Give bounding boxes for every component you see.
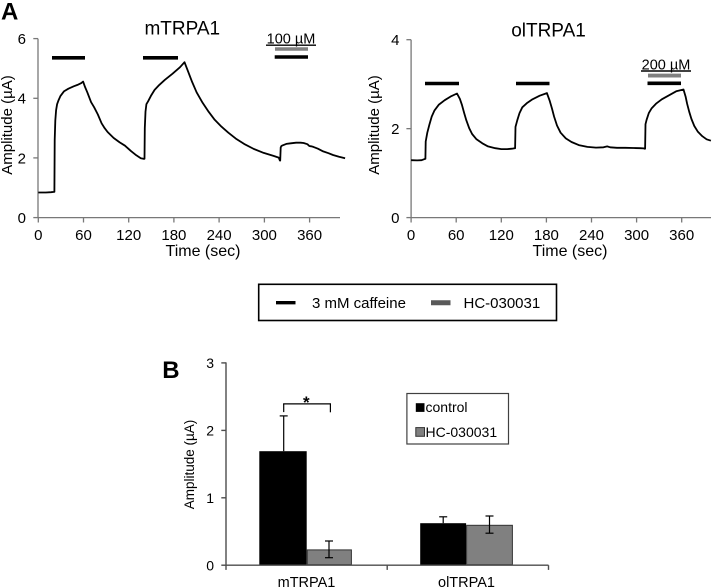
svg-text:olTRPA1: olTRPA1 [438,575,495,588]
svg-text:HC-030031: HC-030031 [426,424,498,440]
svg-text:4: 4 [18,91,26,108]
svg-text:6: 6 [18,31,26,48]
svg-text:0: 0 [34,227,42,244]
svg-text:60: 60 [448,227,465,244]
svg-text:3 mM caffeine: 3 mM caffeine [312,295,406,312]
svg-text:3: 3 [206,355,214,371]
svg-text:200 µM: 200 µM [642,57,691,73]
svg-text:60: 60 [75,227,92,244]
svg-text:2: 2 [206,423,214,439]
svg-text:B: B [162,357,179,384]
svg-text:HC-030031: HC-030031 [464,295,541,312]
svg-text:120: 120 [489,227,514,244]
svg-text:0: 0 [391,210,399,227]
svg-text:360: 360 [669,227,694,244]
svg-text:240: 240 [207,227,232,244]
svg-text:0: 0 [18,210,26,227]
svg-text:mTRPA1: mTRPA1 [278,575,336,588]
svg-text:olTRPA1: olTRPA1 [511,21,586,42]
svg-text:1: 1 [206,490,214,506]
svg-text:0: 0 [206,557,214,573]
svg-text:A: A [1,0,18,26]
svg-text:300: 300 [624,227,649,244]
svg-text:100 µM: 100 µM [267,32,316,48]
svg-text:*: * [303,393,310,412]
svg-text:Amplitude (µA): Amplitude (µA) [182,420,197,510]
svg-text:4: 4 [391,32,399,49]
svg-text:2: 2 [18,150,26,167]
svg-text:180: 180 [161,227,186,244]
svg-text:0: 0 [407,227,415,244]
svg-text:Time (sec): Time (sec) [533,243,608,260]
svg-text:Amplitude (µA): Amplitude (µA) [366,75,383,175]
svg-text:2: 2 [391,121,399,138]
svg-text:Amplitude (µA): Amplitude (µA) [0,75,16,175]
svg-text:120: 120 [116,227,141,244]
svg-text:Time (sec): Time (sec) [166,243,241,260]
svg-text:180: 180 [534,227,559,244]
svg-text:control: control [426,399,468,415]
svg-text:mTRPA1: mTRPA1 [144,19,220,40]
svg-text:300: 300 [252,227,277,244]
svg-text:360: 360 [297,227,322,244]
svg-text:240: 240 [579,227,604,244]
